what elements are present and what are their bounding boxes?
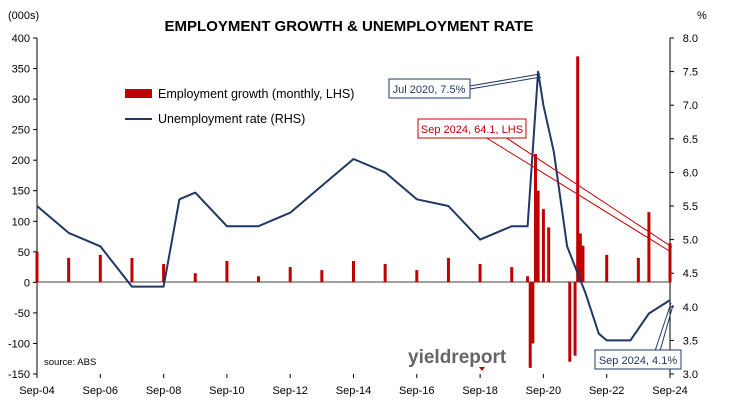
right-tick-label: 5.0 [683,235,698,247]
annotation-lhs-leader [484,136,672,253]
employment-bar [130,257,134,283]
annotation-jul-2020-box [388,78,471,99]
left-tick-label: 350 [12,64,30,76]
x-tick-label: Sep-10 [209,385,244,397]
employment-bar [257,276,261,283]
annotation-jul-2020-leader [469,73,541,87]
annotation-jul-2020: Jul 2020, 7.5% [388,73,542,99]
annotation-lhs-leader-2 [504,136,673,248]
employment-bar [478,264,482,283]
right-tick-label: 3.5 [683,335,698,347]
right-tick-label: 3.0 [683,369,698,381]
x-tick-label: Sep-20 [526,385,561,397]
unemployment-line [36,70,671,342]
employment-bar [383,264,387,283]
x-tick-label: Sep-18 [462,385,497,397]
left-tick-label: 400 [12,33,30,45]
right-tick-label: 7.0 [683,100,698,112]
yieldreport-logo-text: yieldreport [408,347,507,368]
employment-bar [533,154,537,283]
annotation-sep-2024-rhs: Sep 2024, 4.1% [594,302,682,370]
x-tick-label: Sep-22 [589,385,624,397]
annotation-rhs-leader [654,302,672,352]
employment-bar [668,243,672,283]
right-tick-label: 6.5 [683,134,698,146]
left-tick-label: 200 [12,155,30,167]
x-tick-label: Sep-04 [19,385,54,397]
right-tick-label: 4.0 [683,302,698,314]
x-axis-ticks: Sep-04 Sep-06 Sep-08 Sep-10 Sep-12 Sep-14 Sep-… [19,374,688,397]
x-tick-label: Sep-08 [146,385,181,397]
right-tick-label: 8.0 [683,33,698,45]
employment-bar [35,251,39,283]
annotation-rhs-text: Sep 2024, 4.1% [599,355,678,367]
left-tick-label: 0 [24,277,30,289]
employment-bar [605,254,609,283]
source-note: source: ABS [44,357,96,368]
right-axis-ticks: 8.0 7.5 7.0 6.5 6.0 5.5 5.0 4.5 4.0 3.5 3.0 [670,33,698,381]
yieldreport-logo-arrow [479,367,485,371]
annotation-rhs-leader-2 [659,304,674,352]
employment-bar [528,282,532,368]
employment-bars [35,56,672,368]
employment-bar [541,209,545,283]
employment-bar [526,276,530,283]
left-axis-ticks: 400 350 300 250 200 150 100 50 0 -50 -100 -150 [8,33,37,381]
left-tick-label: -150 [8,369,30,381]
employment-bar [320,270,324,283]
employment-bar [573,282,577,356]
employment-bar [510,267,514,283]
left-tick-label: 300 [12,94,30,106]
employment-bar [67,257,71,283]
left-tick-label: 50 [18,247,30,259]
employment-bar [578,233,582,283]
annotation-jul-2020-text: Jul 2020, 7.5% [393,84,466,96]
annotation-sep-2024-lhs: Sep 2024, 64.1, LHS [417,118,673,253]
employment-bar [162,264,166,283]
right-tick-label: 7.5 [683,67,698,79]
right-tick-label: 6.0 [683,167,698,179]
x-tick-label: Sep-14 [336,385,371,397]
employment-bar [98,254,102,283]
employment-bar [531,282,535,344]
left-tick-label: 100 [12,216,30,228]
legend-line-label: Unemployment rate (RHS) [158,112,305,126]
annotation-jul-2020-leader-2 [469,76,542,90]
employment-bar [446,257,450,283]
legend: Employment growth (monthly, LHS) Unemplo… [125,87,354,126]
yieldreport-logo: yieldreport [408,347,507,371]
left-tick-label: -100 [8,338,30,350]
employment-bar [415,270,419,283]
right-axis-unit: % [697,10,707,22]
employment-bar [547,227,551,283]
employment-bar [647,212,651,283]
chart-title: EMPLOYMENT GROWTH & UNEMPLOYMENT RATE [165,18,534,35]
left-tick-label: 150 [12,186,30,198]
x-tick-label: Sep-24 [652,385,687,397]
left-tick-label: 250 [12,125,30,137]
employment-bar [576,56,580,283]
employment-bar [225,260,229,283]
legend-bar-label: Employment growth (monthly, LHS) [158,87,354,101]
employment-bar [352,260,355,283]
right-tick-label: 5.5 [683,201,698,213]
annotation-lhs-text: Sep 2024, 64.1, LHS [421,124,523,136]
x-tick-label: Sep-16 [399,385,434,397]
left-tick-label: -50 [14,308,30,320]
employment-bar [581,245,585,283]
annotation-rhs-box [594,349,682,370]
annotation-lhs-box [417,118,527,139]
left-axis-unit: (000s) [8,10,39,22]
employment-bar [288,267,292,283]
right-tick-label: 4.5 [683,268,698,280]
legend-bar-swatch [125,89,152,98]
employment-bar [193,273,197,283]
employment-bar [636,257,640,283]
employment-bar [536,190,540,283]
x-tick-label: Sep-12 [272,385,307,397]
x-tick-label: Sep-06 [83,385,118,397]
employment-bar [568,282,572,362]
